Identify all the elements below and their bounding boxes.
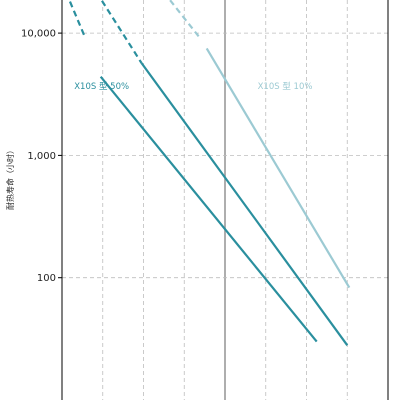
series-label-1: X10S 型 50%	[74, 82, 129, 92]
y-tick-label: 100	[37, 273, 56, 284]
series-line-1	[68, 0, 86, 37]
series-label-2: X10S 型 10%	[258, 82, 313, 92]
y-tick-label: 10,000	[21, 29, 56, 40]
plot-frame	[61, 0, 389, 400]
series-line-2	[140, 62, 349, 346]
series-line-2	[100, 0, 143, 64]
series-labels: X10S 型 50% X10S 型 10%	[74, 82, 312, 92]
series-lines	[68, 0, 351, 346]
y-tick-label: 1,000	[27, 151, 56, 162]
y-axis-label: 耐热寿命（小时）	[5, 146, 15, 210]
grid	[62, 0, 388, 400]
y-axis-ticks: 100 1,000 10,000	[21, 29, 62, 284]
series-line-1	[99, 76, 318, 343]
series-line-3	[205, 47, 351, 289]
